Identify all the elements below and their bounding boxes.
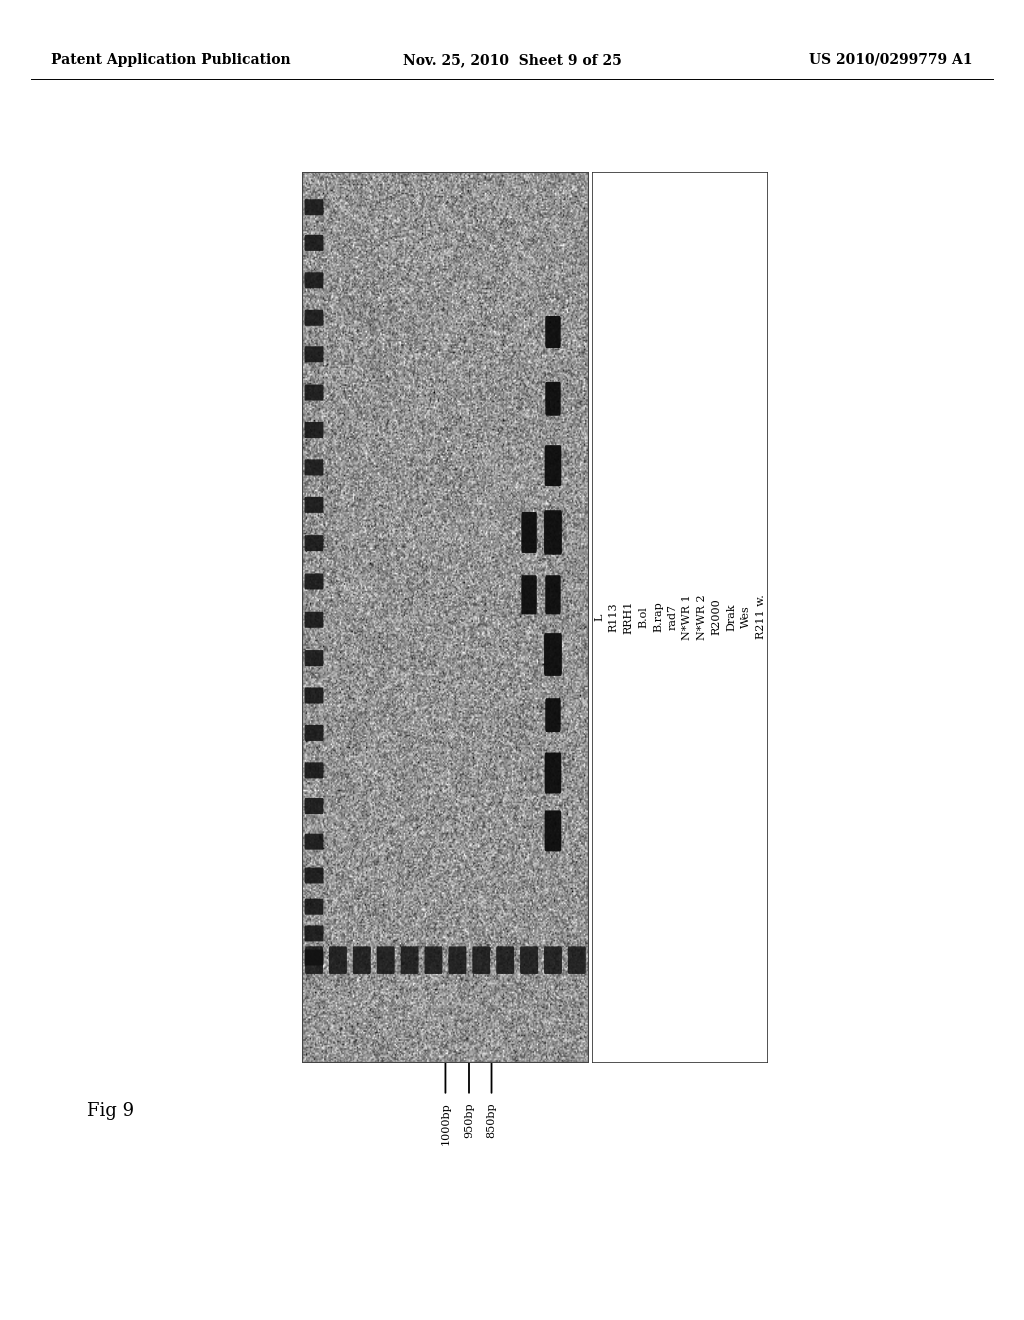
Text: Nov. 25, 2010  Sheet 9 of 25: Nov. 25, 2010 Sheet 9 of 25: [402, 53, 622, 67]
Text: Drak: Drak: [726, 603, 736, 631]
Text: N*WR 1: N*WR 1: [682, 594, 692, 640]
FancyBboxPatch shape: [425, 946, 442, 974]
FancyBboxPatch shape: [304, 688, 324, 704]
FancyBboxPatch shape: [304, 346, 324, 362]
FancyBboxPatch shape: [304, 384, 324, 400]
FancyBboxPatch shape: [304, 459, 324, 475]
FancyBboxPatch shape: [304, 867, 324, 883]
FancyBboxPatch shape: [497, 946, 514, 974]
Text: rad7: rad7: [668, 605, 678, 630]
Text: 950bp: 950bp: [464, 1102, 474, 1138]
FancyBboxPatch shape: [304, 949, 324, 965]
FancyBboxPatch shape: [377, 946, 394, 974]
FancyBboxPatch shape: [304, 235, 324, 251]
Text: Wes: Wes: [741, 606, 751, 628]
Text: US 2010/0299779 A1: US 2010/0299779 A1: [809, 53, 973, 67]
FancyBboxPatch shape: [304, 535, 324, 552]
FancyBboxPatch shape: [304, 272, 324, 288]
FancyBboxPatch shape: [329, 946, 347, 974]
FancyBboxPatch shape: [449, 946, 466, 974]
FancyBboxPatch shape: [520, 946, 538, 974]
Text: L: L: [594, 614, 604, 620]
Text: RRH1: RRH1: [624, 601, 634, 634]
FancyBboxPatch shape: [545, 698, 561, 733]
Text: 850bp: 850bp: [486, 1102, 497, 1138]
FancyBboxPatch shape: [304, 649, 324, 667]
Text: 1000bp: 1000bp: [440, 1102, 451, 1144]
FancyBboxPatch shape: [400, 946, 419, 974]
Text: R211 w.: R211 w.: [756, 595, 766, 639]
FancyBboxPatch shape: [545, 381, 561, 416]
FancyBboxPatch shape: [545, 810, 561, 851]
FancyBboxPatch shape: [545, 445, 561, 486]
FancyBboxPatch shape: [305, 946, 323, 974]
FancyBboxPatch shape: [544, 511, 562, 554]
FancyBboxPatch shape: [521, 512, 537, 553]
FancyBboxPatch shape: [304, 310, 324, 326]
FancyBboxPatch shape: [545, 576, 561, 614]
Text: B.ol: B.ol: [638, 606, 648, 628]
FancyBboxPatch shape: [304, 611, 324, 628]
Text: N*WR 2: N*WR 2: [697, 594, 707, 640]
FancyBboxPatch shape: [304, 899, 324, 915]
FancyBboxPatch shape: [521, 576, 537, 614]
FancyBboxPatch shape: [545, 752, 561, 793]
Text: B.rap: B.rap: [653, 602, 663, 632]
FancyBboxPatch shape: [568, 946, 586, 974]
Text: R113: R113: [609, 602, 618, 632]
FancyBboxPatch shape: [304, 496, 324, 513]
FancyBboxPatch shape: [304, 925, 324, 941]
FancyBboxPatch shape: [544, 634, 562, 676]
FancyBboxPatch shape: [353, 946, 371, 974]
Text: Fig 9: Fig 9: [87, 1102, 134, 1121]
Text: Patent Application Publication: Patent Application Publication: [51, 53, 291, 67]
FancyBboxPatch shape: [304, 799, 324, 814]
Text: R2000: R2000: [712, 599, 722, 635]
FancyBboxPatch shape: [304, 725, 324, 741]
FancyBboxPatch shape: [472, 946, 490, 974]
FancyBboxPatch shape: [304, 422, 324, 438]
FancyBboxPatch shape: [545, 315, 561, 348]
FancyBboxPatch shape: [544, 946, 562, 974]
FancyBboxPatch shape: [304, 834, 324, 850]
FancyBboxPatch shape: [304, 573, 324, 590]
FancyBboxPatch shape: [304, 199, 324, 215]
FancyBboxPatch shape: [304, 763, 324, 779]
